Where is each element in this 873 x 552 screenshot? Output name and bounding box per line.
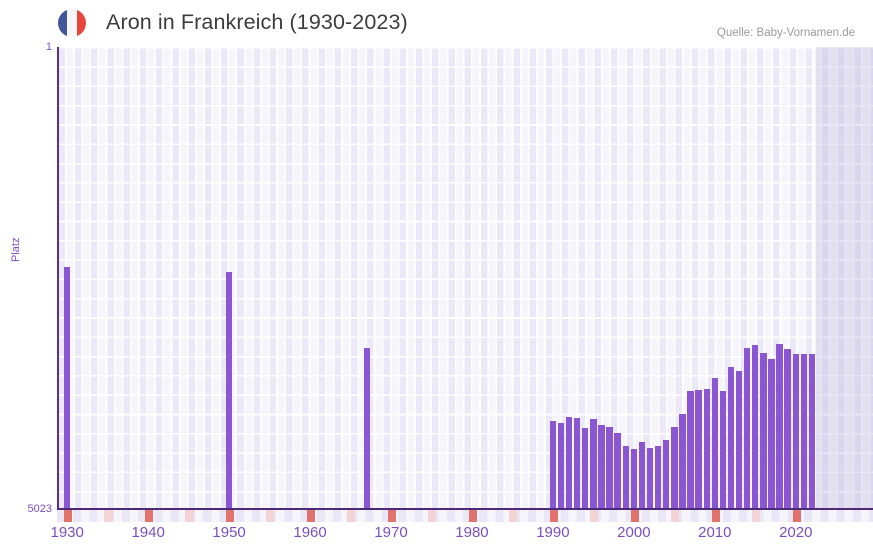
x-tick-major [225,510,234,522]
x-axis-tick-label: 2000 [617,524,651,541]
bar [800,354,808,509]
y-axis-tick-bottom: 5023 [27,503,52,515]
bar [363,348,370,509]
bar [574,418,581,509]
bar [590,419,597,509]
bar [776,344,783,509]
page-title: Aron in Frankreich (1930-2023) [106,10,408,34]
x-tick-major [792,510,801,522]
x-tick-minor [752,510,761,522]
bar [735,371,743,509]
bar [711,378,718,509]
x-axis-tick-label: 1930 [50,524,84,541]
x-tick-major [630,510,639,522]
bar [557,423,565,509]
bar [792,354,799,509]
x-tick-major [387,510,396,522]
bar [638,442,646,509]
y-axis-title: Platz [10,237,22,262]
bar [630,449,638,509]
bar [695,390,702,509]
bar [654,446,662,509]
x-tick-major [64,510,73,522]
bar [784,349,791,509]
x-tick-minor [185,510,194,522]
bar [760,353,767,509]
bar [225,272,233,509]
x-axis-tick-label: 1980 [455,524,489,541]
bar [768,359,775,509]
bar [598,425,605,509]
x-tick-minor [428,510,437,522]
x-tick-minor [347,510,356,522]
no-data-shaded-region [815,47,873,509]
bar [565,417,573,509]
bar [622,446,629,509]
bar-series [57,47,873,509]
bar [549,421,557,509]
x-axis-tick-label: 2010 [698,524,732,541]
y-axis-tick-top: 1 [45,41,52,53]
x-tick-major [711,510,720,522]
bar [582,428,589,509]
bar [614,433,621,509]
x-tick-minor [590,510,599,522]
bar [646,448,654,509]
x-tick-minor [671,510,680,522]
x-axis-tick-label: 2020 [779,524,813,541]
bar [703,389,710,509]
x-axis-tick-label: 1990 [536,524,570,541]
bar [663,440,670,509]
y-axis-line [57,47,59,509]
x-axis-tick-label: 1960 [293,524,327,541]
x-tick-major [144,510,154,522]
x-tick-minor [509,510,518,522]
chart-header: Aron in Frankreich (1930-2023) Quelle: B… [0,0,873,44]
bar [606,427,613,509]
france-flag-icon [58,9,86,37]
x-tick-major [549,510,558,522]
bar [808,354,816,509]
bar [719,391,727,509]
bar [752,345,759,509]
x-axis-line [57,508,873,510]
bar [679,414,686,509]
x-axis-tick-label: 1950 [212,524,246,541]
x-tick-minor [266,510,275,522]
bar [727,367,735,509]
bar [687,391,694,509]
x-tick-major [468,510,477,522]
x-tick-major [306,510,315,522]
x-axis-tick-label: 1940 [131,524,165,541]
x-tick-minor [104,510,113,522]
bar [744,348,751,509]
x-axis-tick-strip [57,510,873,522]
bar [671,427,678,509]
source-attribution: Quelle: Baby-Vornamen.de [716,27,855,39]
plot-area [57,47,873,509]
x-axis-tick-label: 1970 [374,524,408,541]
bar [64,267,71,509]
